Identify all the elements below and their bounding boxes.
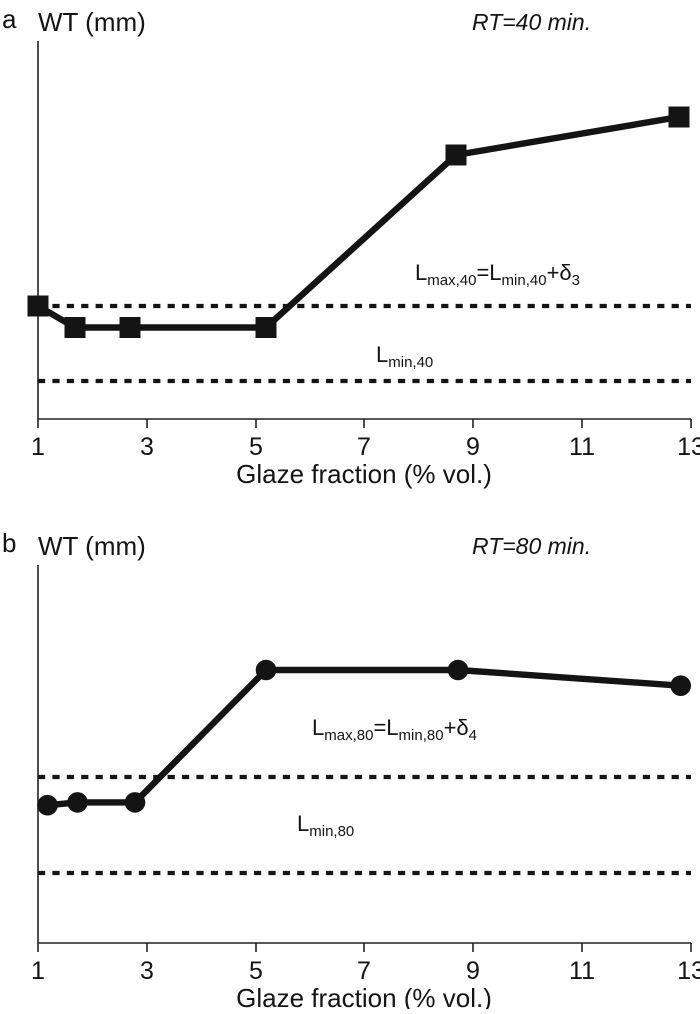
svg-text:3: 3 xyxy=(140,957,154,985)
svg-text:3: 3 xyxy=(140,433,154,461)
svg-text:11: 11 xyxy=(569,433,595,461)
svg-text:WT (mm): WT (mm) xyxy=(38,531,146,561)
svg-text:WT (mm): WT (mm) xyxy=(38,7,146,37)
svg-text:a: a xyxy=(2,4,17,34)
svg-text:11: 11 xyxy=(569,957,595,985)
svg-text:9: 9 xyxy=(466,433,480,461)
svg-text:RT=40 min.: RT=40 min. xyxy=(472,9,591,35)
svg-text:Glaze fraction (% vol.): Glaze fraction (% vol.) xyxy=(236,983,492,1009)
svg-text:5: 5 xyxy=(249,433,263,461)
svg-text:5: 5 xyxy=(249,957,263,985)
svg-text:9: 9 xyxy=(466,957,480,985)
svg-text:7: 7 xyxy=(357,957,371,985)
svg-text:13: 13 xyxy=(677,433,700,461)
svg-text:RT=80 min.: RT=80 min. xyxy=(472,533,591,559)
svg-text:b: b xyxy=(2,528,16,558)
svg-text:Glaze fraction (% vol.): Glaze fraction (% vol.) xyxy=(236,459,492,489)
svg-text:7: 7 xyxy=(357,433,371,461)
svg-text:1: 1 xyxy=(31,957,45,985)
svg-text:1: 1 xyxy=(31,433,45,461)
svg-text:13: 13 xyxy=(677,957,700,985)
